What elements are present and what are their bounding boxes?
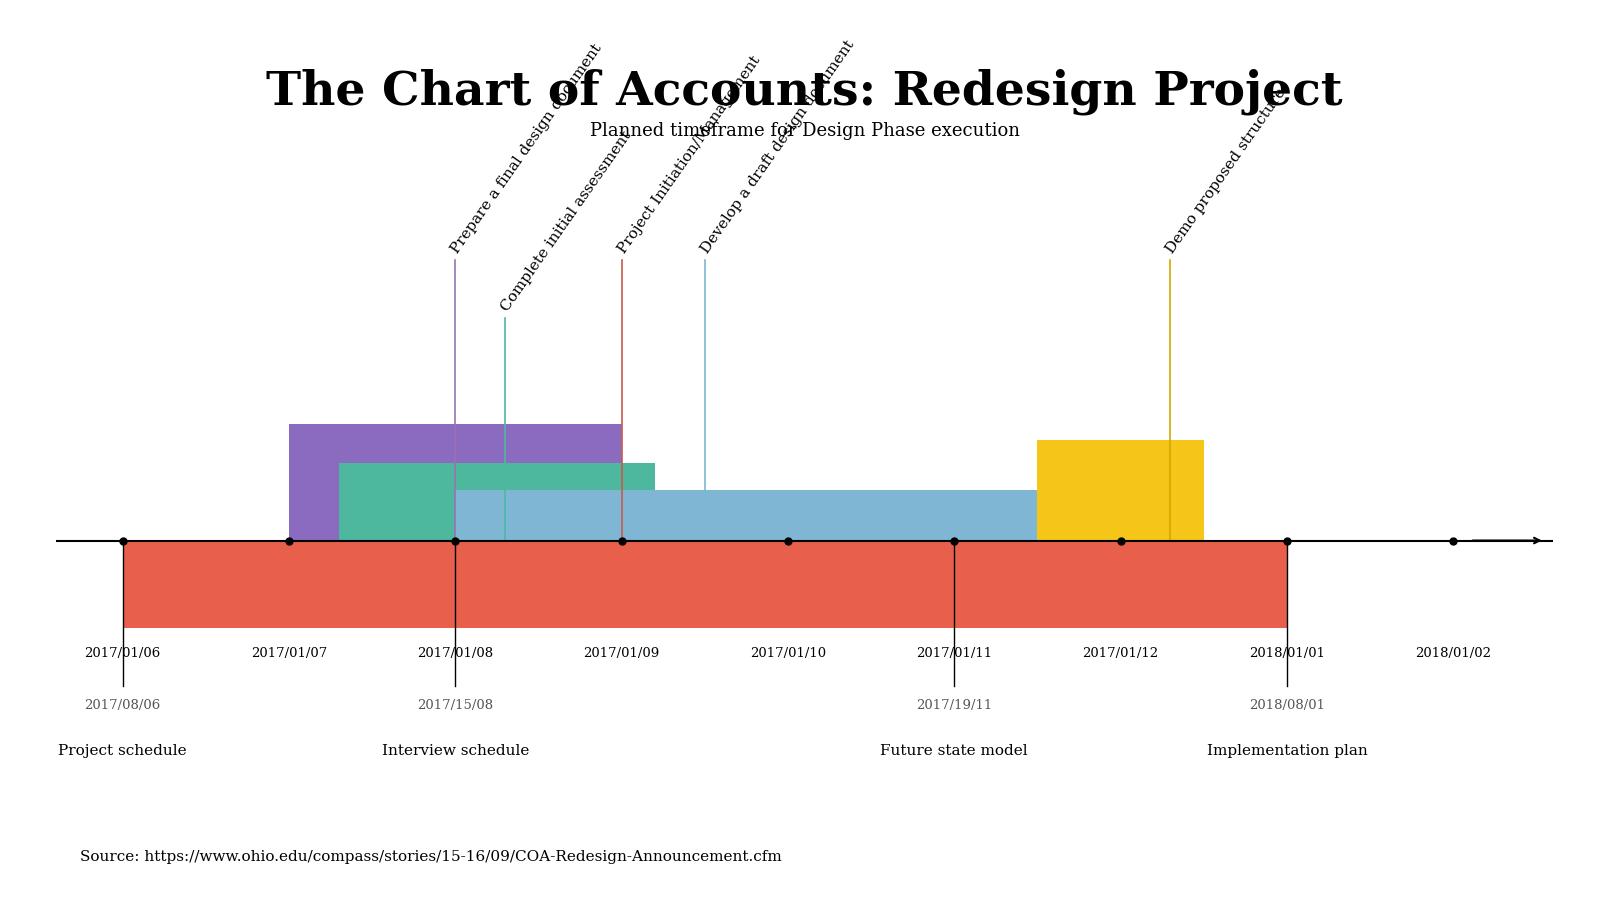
- Text: 2017/01/07: 2017/01/07: [251, 647, 326, 660]
- Text: 2017/01/10: 2017/01/10: [750, 647, 826, 660]
- Text: Project Initiation/Management: Project Initiation/Management: [614, 53, 763, 256]
- Text: The Chart of Accounts: Redesign Project: The Chart of Accounts: Redesign Project: [266, 68, 1342, 114]
- Text: 2017/19/11: 2017/19/11: [917, 699, 992, 712]
- Text: Implementation plan: Implementation plan: [1206, 744, 1368, 758]
- Text: Planned timeframe for Design Phase execution: Planned timeframe for Design Phase execu…: [590, 122, 1019, 140]
- Bar: [123, 541, 1286, 627]
- Text: 2017/15/08: 2017/15/08: [418, 699, 493, 712]
- Text: Future state model: Future state model: [880, 744, 1029, 758]
- Text: Interview schedule: Interview schedule: [382, 744, 530, 758]
- Text: Demo proposed structure: Demo proposed structure: [1165, 86, 1290, 256]
- Text: 2017/01/11: 2017/01/11: [917, 647, 992, 660]
- Text: 2017/01/12: 2017/01/12: [1083, 647, 1158, 660]
- Bar: [339, 464, 654, 541]
- Text: Project schedule: Project schedule: [59, 744, 187, 758]
- Text: 2017/08/06: 2017/08/06: [85, 699, 162, 712]
- Text: 2017/01/06: 2017/01/06: [85, 647, 162, 660]
- Text: 2018/08/01: 2018/08/01: [1250, 699, 1325, 712]
- Text: Complete initial assessment: Complete initial assessment: [499, 129, 635, 314]
- Bar: [290, 424, 622, 541]
- Text: 2018/01/01: 2018/01/01: [1250, 647, 1325, 660]
- Text: 2018/01/02: 2018/01/02: [1416, 647, 1491, 660]
- Text: 2017/01/09: 2017/01/09: [584, 647, 659, 660]
- Text: Source: https://www.ohio.edu/compass/stories/15-16/09/COA-Redesign-Announcement.: Source: https://www.ohio.edu/compass/sto…: [80, 850, 782, 864]
- Text: Develop a draft design document: Develop a draft design document: [698, 38, 858, 256]
- Bar: [456, 491, 1037, 541]
- Text: Prepare a final design document: Prepare a final design document: [450, 41, 605, 256]
- Text: 2017/01/08: 2017/01/08: [418, 647, 493, 660]
- Bar: [1037, 440, 1203, 541]
